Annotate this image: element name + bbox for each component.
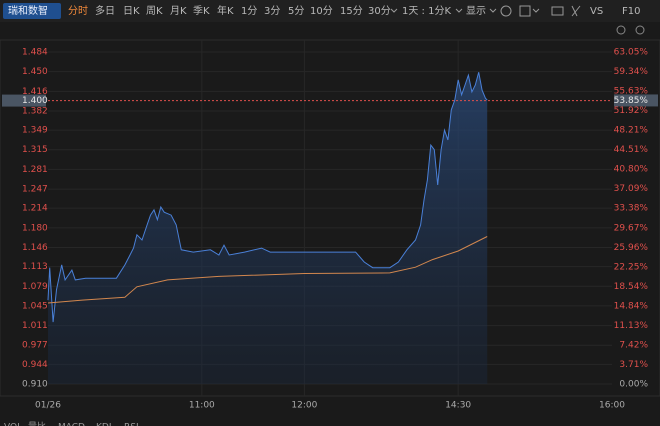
indicator-tab[interactable]: KDJ xyxy=(96,423,112,426)
refresh-icon[interactable] xyxy=(616,25,626,35)
period-tab[interactable]: 周K xyxy=(146,5,163,17)
indicator-tab[interactable]: VOL xyxy=(4,423,22,426)
y2-tick-label: 29.67% xyxy=(614,223,649,233)
y2-tick-label: 44.51% xyxy=(614,145,649,155)
y-tick-label: 1.450 xyxy=(22,67,48,77)
average-line xyxy=(47,236,488,304)
stock-tag[interactable] xyxy=(3,3,61,19)
period-tab[interactable]: 月K xyxy=(170,5,187,17)
y2-tick-label: 11.13% xyxy=(614,321,649,331)
dropdown-arrows xyxy=(390,8,540,13)
period-select[interactable]: 1天 : 1分K xyxy=(402,5,451,17)
y-tick-label: 1.214 xyxy=(22,204,48,214)
y-tick-label: 1.247 xyxy=(22,185,48,195)
y2-tick-label: 7.42% xyxy=(619,340,648,350)
y-tick-label: 1.281 xyxy=(22,165,48,175)
last-change-label: 53.85% xyxy=(614,96,649,106)
draw-icon[interactable] xyxy=(571,5,581,17)
period-tab[interactable]: 季K xyxy=(193,5,210,17)
y-tick-label: 1.382 xyxy=(22,106,48,116)
period-tab[interactable]: 分时 xyxy=(68,5,88,17)
vs-button[interactable]: VS xyxy=(590,6,603,17)
period-tab[interactable]: 多日 xyxy=(95,4,115,17)
x-tick-label: 16:00 xyxy=(599,401,625,411)
y-tick-label: 1.180 xyxy=(22,223,48,233)
f10-button[interactable]: F10 xyxy=(622,6,640,17)
indicator-tab[interactable]: RSI xyxy=(124,423,139,426)
indicator-tab[interactable]: MACD xyxy=(58,423,85,426)
period-tab[interactable]: 3分 xyxy=(264,5,280,17)
last-price-label: 1.400 xyxy=(22,96,48,106)
y-tick-label: 0.977 xyxy=(22,341,48,351)
y2-tick-label: 48.21% xyxy=(614,126,649,136)
last-price-box xyxy=(2,94,46,107)
y2-tick-label: 63.05% xyxy=(614,48,649,58)
period-tab[interactable]: 5分 xyxy=(288,5,304,17)
period-tab[interactable]: 10分 xyxy=(310,5,333,17)
y2-tick-label: 18.54% xyxy=(614,282,649,292)
y-tick-label: 1.146 xyxy=(22,243,48,253)
y-tick-label: 1.349 xyxy=(22,126,48,136)
x-tick-label: 12:00 xyxy=(291,401,317,411)
x-tick-label: 14:30 xyxy=(445,401,471,411)
price-line xyxy=(47,72,488,323)
y2-tick-label: 0.00% xyxy=(619,380,648,390)
checkbox-icon[interactable] xyxy=(519,5,531,17)
plot-frame xyxy=(0,39,660,397)
y-tick-label: 0.944 xyxy=(22,360,48,370)
zoom-icon[interactable] xyxy=(635,25,645,35)
last-change-box xyxy=(614,94,658,107)
display-menu[interactable]: 显示 xyxy=(466,5,486,17)
y2-tick-label: 22.25% xyxy=(614,262,649,272)
camera-icon[interactable] xyxy=(551,6,564,16)
y2-tick-label: 33.38% xyxy=(614,204,649,214)
period-tab[interactable]: 1分 xyxy=(241,5,257,17)
y2-tick-label: 51.92% xyxy=(614,106,649,116)
y-tick-label: 0.910 xyxy=(22,380,48,390)
y2-tick-label: 55.63% xyxy=(614,87,649,97)
settings-icon[interactable] xyxy=(500,5,512,17)
x-tick-label: 01/26 xyxy=(35,401,61,411)
y-tick-label: 1.045 xyxy=(22,301,48,311)
period-tab[interactable]: 30分 xyxy=(368,5,391,17)
indicator-tab[interactable]: 量比 xyxy=(28,421,46,426)
y-tick-label: 1.315 xyxy=(22,145,48,155)
toolbar xyxy=(0,0,660,22)
stock-name[interactable]: 瑞和数智 xyxy=(8,4,48,17)
y2-tick-label: 3.71% xyxy=(619,360,648,370)
y2-tick-label: 14.84% xyxy=(614,301,649,311)
y-tick-label: 1.011 xyxy=(22,321,48,331)
y2-tick-label: 59.34% xyxy=(614,67,649,77)
y-tick-label: 1.416 xyxy=(22,87,48,97)
period-tab[interactable]: 日K xyxy=(123,6,140,17)
y2-tick-label: 37.09% xyxy=(614,184,649,194)
price-area xyxy=(48,72,488,384)
y-tick-label: 1.113 xyxy=(22,262,48,272)
y2-tick-label: 40.80% xyxy=(614,165,649,175)
y2-tick-label: 25.96% xyxy=(614,243,649,253)
y-tick-label: 1.484 xyxy=(22,48,48,58)
x-tick-label: 11:00 xyxy=(189,401,215,411)
period-tab[interactable]: 年K xyxy=(217,4,234,17)
y-tick-label: 1.079 xyxy=(22,282,48,292)
period-tab[interactable]: 15分 xyxy=(340,5,363,17)
